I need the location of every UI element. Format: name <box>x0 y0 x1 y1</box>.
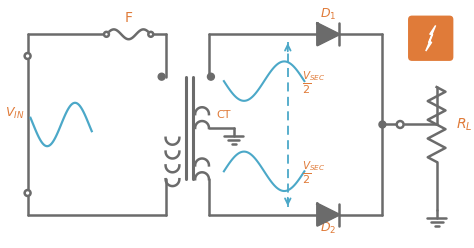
Text: $V_{SEC}$: $V_{SEC}$ <box>301 69 325 83</box>
Text: $V_{IN}$: $V_{IN}$ <box>5 106 25 121</box>
Text: $\overline{2}$: $\overline{2}$ <box>301 172 310 186</box>
Circle shape <box>397 121 403 128</box>
Text: F: F <box>124 11 132 26</box>
Text: $R_L$: $R_L$ <box>456 116 473 133</box>
Text: $D_1$: $D_1$ <box>320 6 337 22</box>
Polygon shape <box>426 26 436 51</box>
Text: $V_{SEC}$: $V_{SEC}$ <box>301 159 325 173</box>
Text: $\overline{2}$: $\overline{2}$ <box>301 82 310 96</box>
Polygon shape <box>318 204 339 225</box>
Circle shape <box>379 121 386 128</box>
FancyBboxPatch shape <box>408 16 453 61</box>
Circle shape <box>104 32 109 37</box>
Circle shape <box>148 32 153 37</box>
Text: $D_2$: $D_2$ <box>320 220 337 236</box>
Circle shape <box>25 190 30 196</box>
Circle shape <box>208 73 214 80</box>
Circle shape <box>25 53 30 59</box>
Polygon shape <box>318 24 339 45</box>
Text: CT: CT <box>217 110 231 120</box>
Circle shape <box>158 73 165 80</box>
